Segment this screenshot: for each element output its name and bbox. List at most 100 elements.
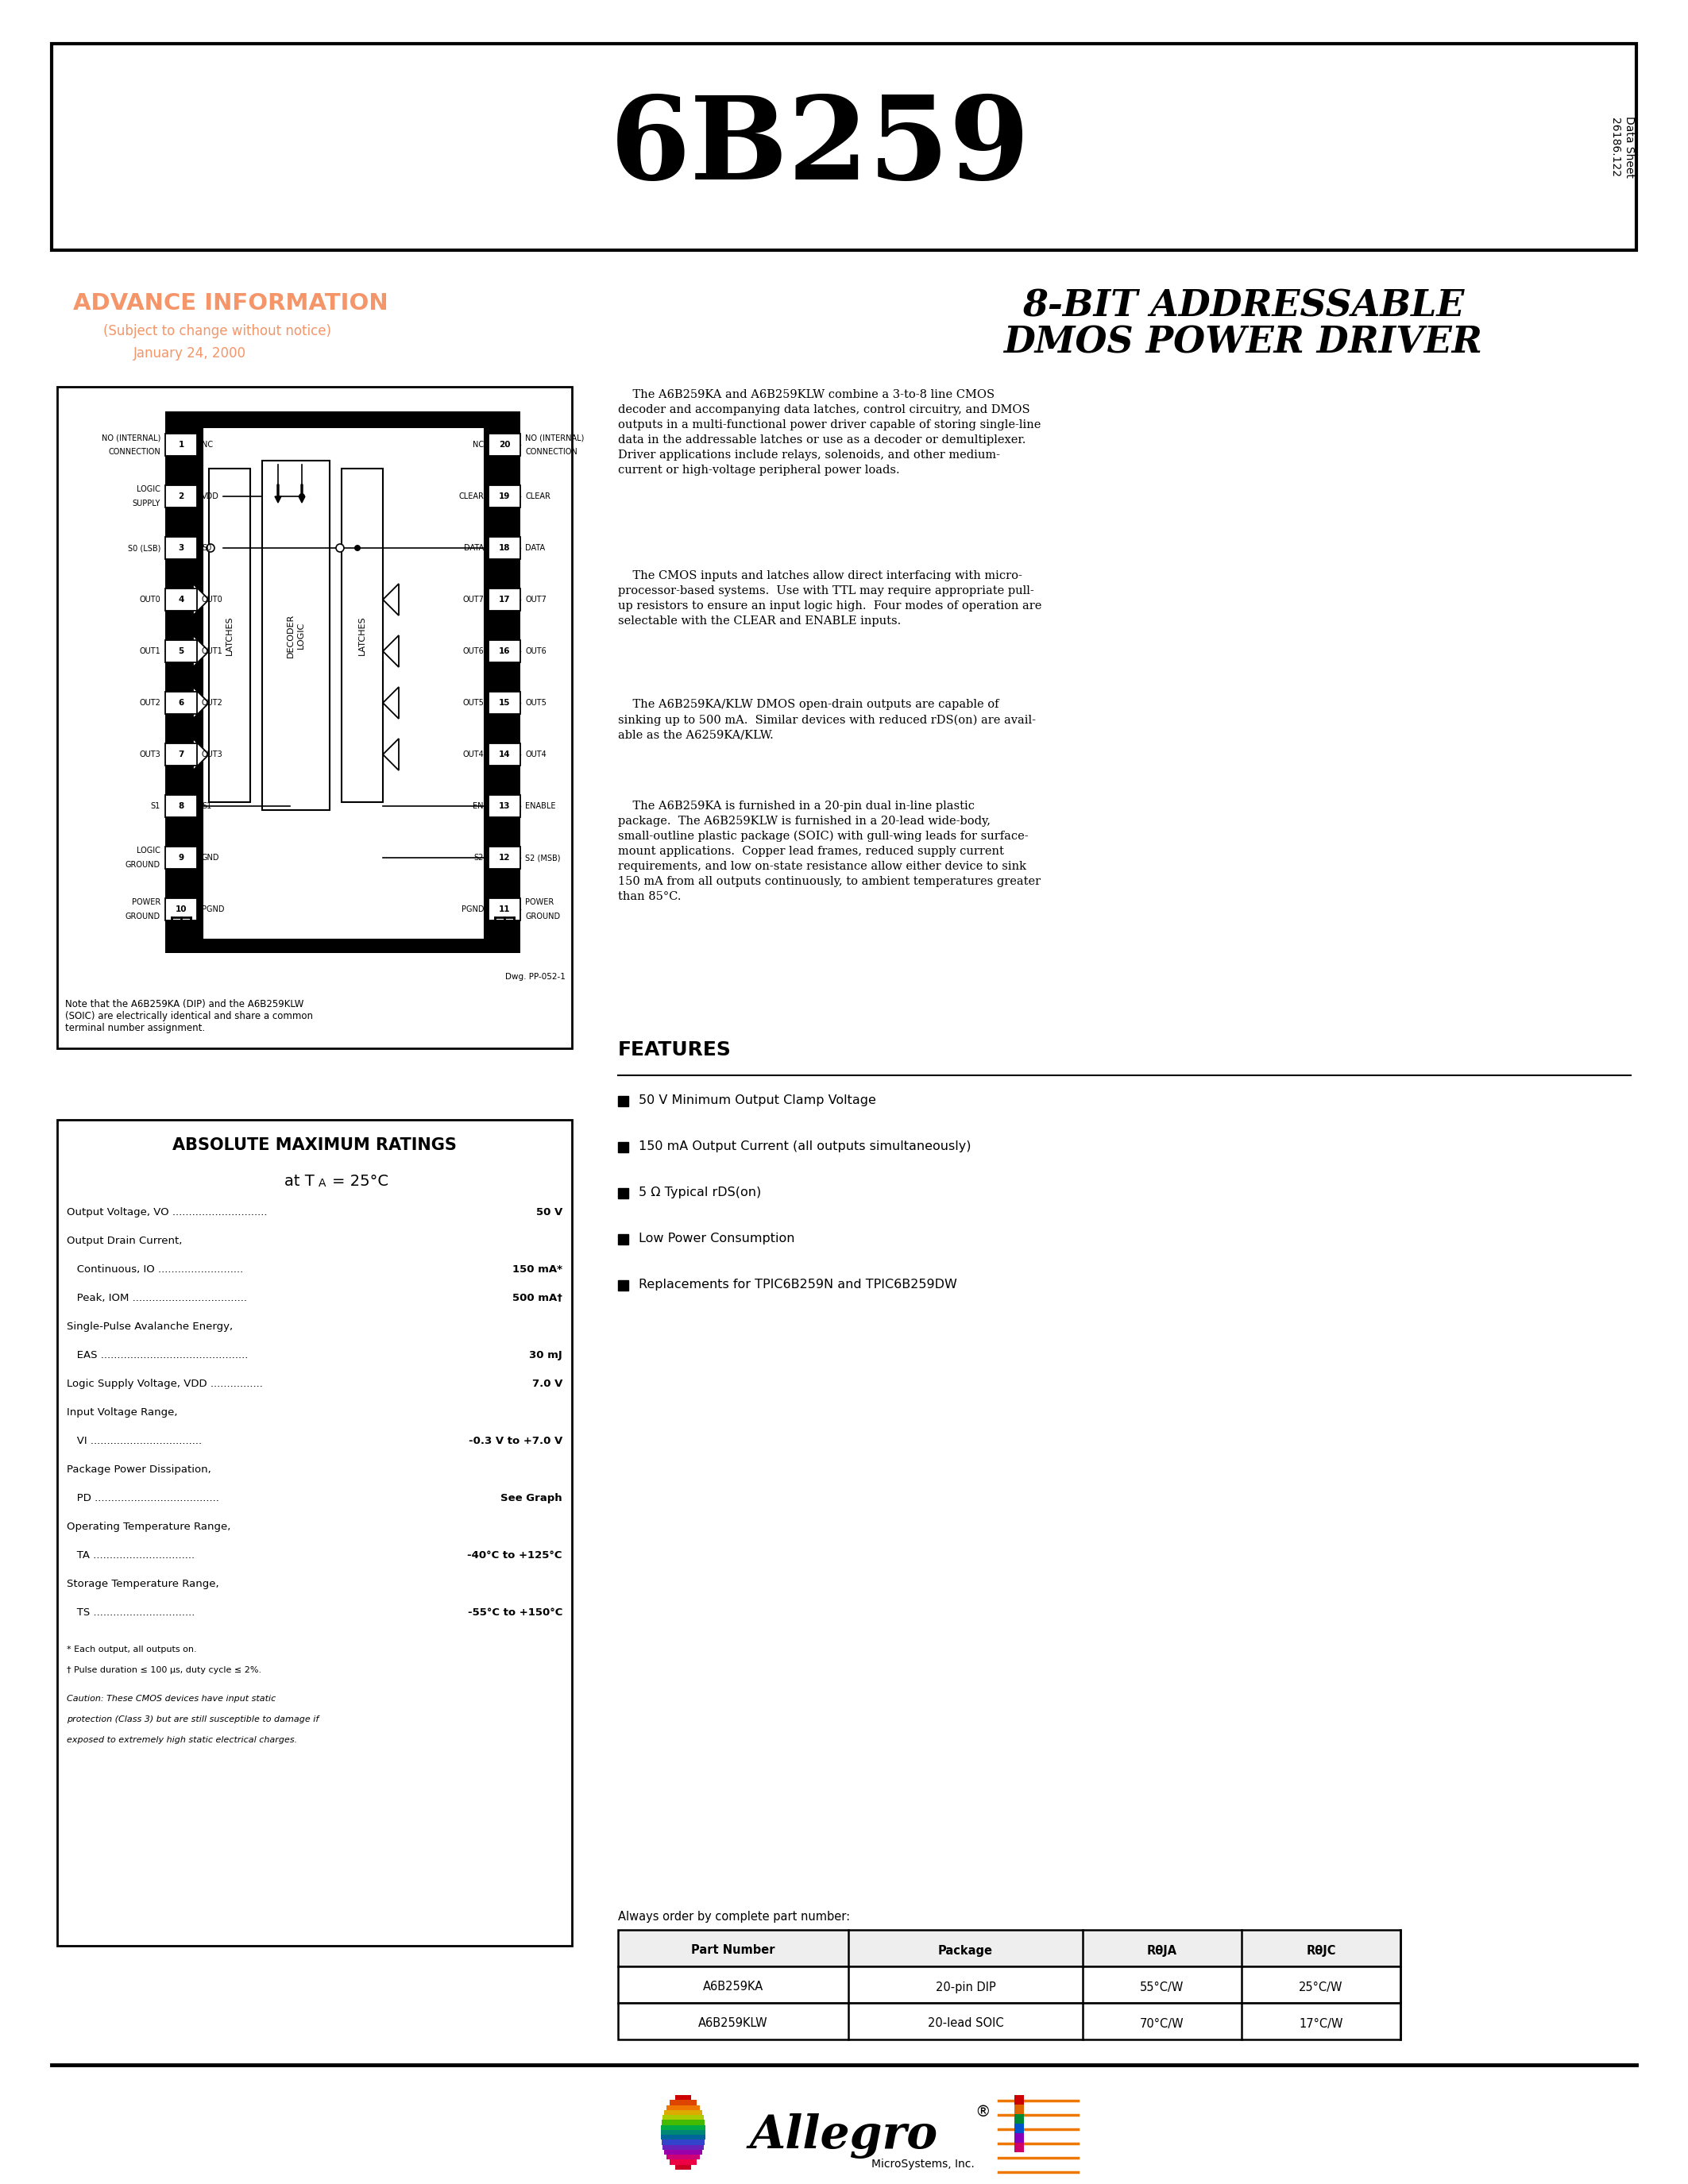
Text: Package Power Dissipation,: Package Power Dissipation, [68,1465,211,1474]
Bar [488,587,520,612]
Bar [165,587,197,612]
Bar [57,1120,572,1946]
Text: OUT6: OUT6 [525,646,547,655]
Bar [665,2149,702,2156]
Bar [618,1096,628,1107]
Text: Peak, IOM ...................................: Peak, IOM ..............................… [68,1293,246,1304]
Text: NC: NC [203,441,213,448]
Bar [667,2156,701,2160]
Text: TS ...............................: TS ............................... [68,1607,194,1618]
Text: 20-pin DIP: 20-pin DIP [935,1981,996,1994]
Text: Part Number: Part Number [692,1944,775,1957]
Text: OUT3: OUT3 [138,751,160,758]
Text: GROUND: GROUND [525,913,560,919]
Text: OUT0: OUT0 [138,596,160,603]
Bar [1014,2114,1025,2123]
Text: 4: 4 [179,596,184,603]
Bar [262,461,329,810]
Bar [209,470,250,802]
Text: A: A [319,1177,326,1188]
Text: LATCHES: LATCHES [226,616,233,655]
Text: = 25°C: = 25°C [333,1173,388,1188]
Text: ABSOLUTE MAXIMUM RATINGS: ABSOLUTE MAXIMUM RATINGS [172,1138,457,1153]
Polygon shape [383,636,398,666]
Text: 14: 14 [498,751,510,758]
Text: Continuous, IO ..........................: Continuous, IO .........................… [68,1265,243,1275]
Text: 5 Ω Typical rDS(on): 5 Ω Typical rDS(on) [638,1186,761,1199]
Text: 7: 7 [179,751,184,758]
Text: Replacements for TPIC6B259N and TPIC6B259DW: Replacements for TPIC6B259N and TPIC6B25… [638,1278,957,1291]
Bar [1014,2134,1025,2143]
Text: The CMOS inputs and latches allow direct interfacing with micro-
processor-based: The CMOS inputs and latches allow direct… [618,570,1041,627]
Text: ENABLE: ENABLE [525,802,555,810]
Text: Output Drain Current,: Output Drain Current, [68,1236,182,1247]
Text: Note that the A6B259KA (DIP) and the A6B259KLW
(SOIC) are electrically identical: Note that the A6B259KA (DIP) and the A6B… [66,998,312,1033]
Bar [488,640,520,662]
Text: TA ...............................: TA ............................... [68,1551,194,1562]
Text: 70°C/W: 70°C/W [1139,2018,1185,2029]
Text: See Graph: See Graph [501,1494,562,1503]
Text: S1: S1 [150,802,160,810]
Text: Dwg. PP-052-1: Dwg. PP-052-1 [505,972,565,981]
Text: OUT3: OUT3 [203,751,223,758]
Text: OUT7: OUT7 [525,596,547,603]
Bar [52,44,1636,251]
Text: 50 V Minimum Output Clamp Voltage: 50 V Minimum Output Clamp Voltage [638,1094,876,1107]
Text: OUT1: OUT1 [138,646,160,655]
Text: at T: at T [285,1173,314,1188]
Text: The A6B259KA is furnished in a 20-pin dual in-line plastic
package.  The A6B259K: The A6B259KA is furnished in a 20-pin du… [618,802,1041,902]
Text: † Pulse duration ≤ 100 μs, duty cycle ≤ 2%.: † Pulse duration ≤ 100 μs, duty cycle ≤ … [68,1666,262,1675]
Text: The A6B259KA/KLW DMOS open-drain outputs are capable of
sinking up to 500 mA.  S: The A6B259KA/KLW DMOS open-drain outputs… [618,699,1036,740]
Text: DATA: DATA [464,544,484,553]
Text: RθJC: RθJC [1307,1944,1335,1957]
Text: OUT4: OUT4 [525,751,547,758]
Text: OUT2: OUT2 [138,699,160,708]
Text: CONNECTION: CONNECTION [525,448,577,456]
Polygon shape [192,636,209,666]
Text: Package: Package [939,1944,993,1957]
Bar [165,640,197,662]
Text: The A6B259KA and A6B259KLW combine a 3-to-8 line CMOS
decoder and accompanying d: The A6B259KA and A6B259KLW combine a 3-t… [618,389,1041,476]
Bar [675,2094,690,2101]
Text: 5: 5 [179,646,184,655]
Bar [618,1931,1401,1966]
Text: GROUND: GROUND [125,860,160,869]
Text: 3: 3 [179,544,184,553]
Circle shape [354,544,361,550]
Text: 500 mA†: 500 mA† [513,1293,562,1304]
Bar [488,795,520,817]
Text: S1: S1 [203,802,211,810]
Bar [662,2140,704,2145]
Text: 17: 17 [498,596,510,603]
Polygon shape [192,738,209,771]
Bar [488,847,520,869]
Text: exposed to extremely high static electrical charges.: exposed to extremely high static electri… [68,1736,297,1745]
Text: 19: 19 [498,491,510,500]
Text: 15: 15 [498,699,510,708]
Text: GND: GND [203,854,219,863]
Text: Single-Pulse Avalanche Energy,: Single-Pulse Avalanche Energy, [68,1321,233,1332]
Bar [618,1966,1401,2003]
Text: 9: 9 [179,854,184,863]
Text: 150 mA Output Current (all outputs simultaneously): 150 mA Output Current (all outputs simul… [638,1140,971,1153]
Text: PGND: PGND [461,906,484,913]
Bar [203,428,484,939]
Text: 20-lead SOIC: 20-lead SOIC [928,2018,1003,2029]
Text: 20: 20 [498,441,510,448]
Text: 30 mJ: 30 mJ [530,1350,562,1361]
Text: PD ......................................: PD .....................................… [68,1494,219,1503]
Text: 12: 12 [498,854,510,863]
Text: OUT5: OUT5 [463,699,484,708]
Text: 50 V: 50 V [537,1208,562,1216]
Text: 11: 11 [498,906,510,913]
Text: 6B259: 6B259 [609,92,1030,203]
Circle shape [206,544,214,553]
Bar [662,2129,706,2136]
Text: CONNECTION: CONNECTION [108,448,160,456]
Text: -0.3 V to +7.0 V: -0.3 V to +7.0 V [469,1435,562,1446]
Text: PGND: PGND [203,906,225,913]
Circle shape [336,544,344,553]
Text: VI ..................................: VI .................................. [68,1435,203,1446]
Bar [165,537,197,559]
Text: OUT1: OUT1 [203,646,223,655]
